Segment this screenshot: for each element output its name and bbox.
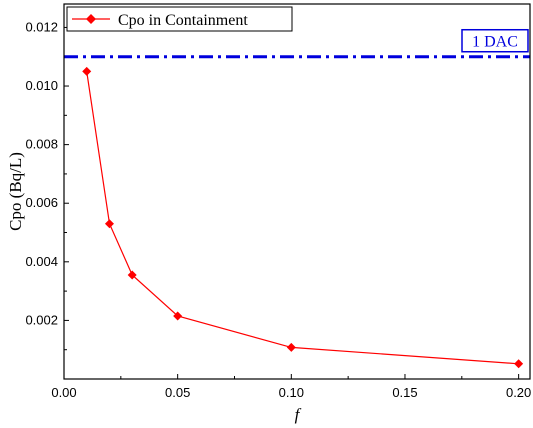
y-tick-label: 0.010 (25, 78, 58, 93)
data-point (127, 270, 137, 280)
y-tick-label: 0.006 (25, 195, 58, 210)
data-point (173, 311, 183, 321)
x-ticks: 0.00 0.05 0.10 0.15 0.20 (51, 374, 531, 400)
y-tick-label: 0.004 (25, 254, 58, 269)
reference-label-box (461, 28, 529, 53)
data-point (82, 66, 92, 76)
y-tick-label: 0.008 (25, 137, 58, 152)
series-line (86, 71, 519, 365)
x-axis-label: f (295, 405, 302, 424)
legend-label: Cpo in Containment (118, 12, 248, 29)
legend: Cpo in Containment (66, 6, 293, 32)
legend-marker (86, 14, 96, 24)
y-tick-label: 0.012 (25, 19, 58, 34)
x-tick-label: 0.05 (165, 385, 190, 400)
data-point (514, 359, 524, 369)
y-tick-label: 0.002 (25, 312, 58, 327)
x-tick-label: 0.10 (279, 385, 304, 400)
reference-label: 1 DAC (472, 34, 518, 51)
series-group (82, 66, 524, 369)
y-ticks: 0.002 0.004 0.006 0.008 0.010 0.012 (25, 19, 69, 351)
y-axis-label: Cpo (Bq/L) (6, 152, 25, 231)
x-tick-label: 0.15 (392, 385, 417, 400)
x-tick-label: 0.00 (51, 385, 76, 400)
data-point (104, 219, 114, 229)
reference-line-group: 1 DAC (64, 28, 530, 59)
data-point (286, 342, 296, 352)
plot-frame (63, 3, 531, 380)
x-tick-label: 0.20 (506, 385, 531, 400)
